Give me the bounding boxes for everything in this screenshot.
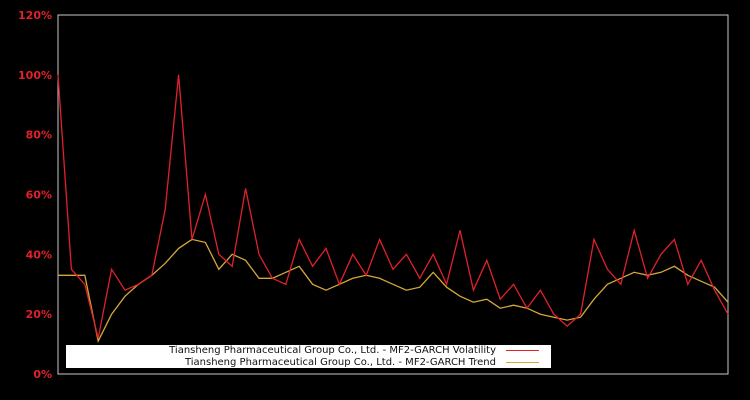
volatility-series-line [57,74,729,339]
y-tick-label: 60% [26,189,52,202]
legend-label-trend: Tiansheng Pharmaceutical Group Co., Ltd.… [184,357,496,368]
legend-swatch-volatility [506,350,539,351]
y-tick-label: 0% [33,368,52,381]
chart-legend: Tiansheng Pharmaceutical Group Co., Ltd.… [66,345,551,368]
legend-label-volatility: Tiansheng Pharmaceutical Group Co., Ltd.… [169,345,496,356]
y-tick-label: 80% [26,129,52,142]
legend-item-trend: Tiansheng Pharmaceutical Group Co., Ltd.… [185,357,551,368]
plot-area-border [57,14,729,375]
trend-series-line [58,238,729,344]
y-axis-ticks: 0% 20% 40% 60% 80% 100% 120% [18,9,52,381]
y-tick-label: 100% [18,69,52,82]
y-tick-label: 120% [18,9,52,22]
y-tick-label: 40% [26,248,52,261]
y-tick-label: 20% [26,308,52,321]
legend-item-volatility: Tiansheng Pharmaceutical Group Co., Ltd.… [169,345,551,356]
legend-swatch-trend [506,362,539,363]
